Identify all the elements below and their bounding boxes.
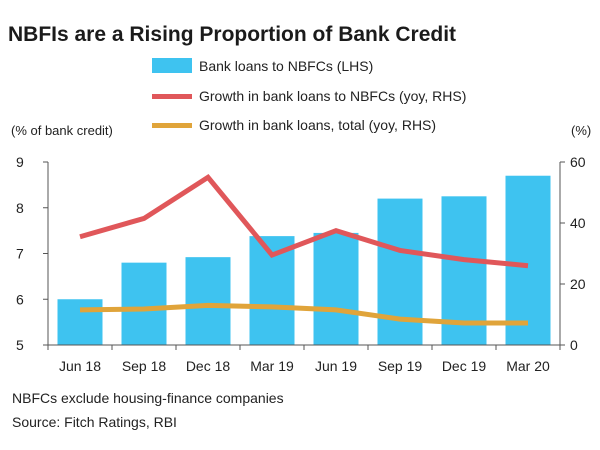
left-tick-label-3: 8 — [16, 200, 24, 216]
right-axis-label: (%) — [571, 123, 591, 138]
right-tick-label-3: 60 — [570, 154, 586, 170]
series-line-1 — [79, 173, 529, 269]
x-tick-label-6: Dec 19 — [442, 358, 487, 374]
right-tick-label-2: 40 — [570, 215, 586, 231]
left-tick-label-2: 7 — [16, 246, 24, 262]
source-note: Source: Fitch Ratings, RBI — [12, 414, 177, 430]
legend-label-bank-loans: Bank loans to NBFCs (LHS) — [199, 58, 373, 74]
left-axis-label: (% of bank credit) — [11, 123, 113, 138]
legend-swatch-total-growth — [152, 123, 192, 128]
x-tick-label-5: Sep 19 — [378, 358, 423, 374]
legend: Bank loans to NBFCs (LHS) Growth in bank… — [152, 58, 466, 133]
x-tick-label-4: Jun 19 — [315, 358, 357, 374]
bar-4 — [313, 232, 359, 345]
plot-area: 5 6 7 8 9 0 20 40 60 Jun 18 Sep 18 Dec 18 Mar 19 Jun … — [16, 154, 586, 374]
legend-label-nbfc-growth: Growth in bank loans to NBFCs (yoy, RHS) — [199, 88, 466, 104]
bar-5 — [377, 198, 423, 345]
chart-title: NBFIs are a Rising Proportion of Bank Cr… — [8, 23, 456, 46]
x-tick-label-1: Sep 18 — [122, 358, 167, 374]
x-tick-label-2: Dec 18 — [186, 358, 231, 374]
footnote: NBFCs exclude housing-finance companies — [12, 390, 284, 406]
bar-7 — [505, 175, 551, 345]
bar-2 — [185, 257, 231, 345]
x-tick-label-7: Mar 20 — [506, 358, 550, 374]
left-tick-label-1: 6 — [16, 291, 24, 307]
bar-1 — [121, 262, 167, 345]
legend-label-total-growth: Growth in bank loans, total (yoy, RHS) — [199, 117, 436, 133]
legend-swatch-nbfc-growth — [152, 94, 192, 99]
right-tick-label-0: 0 — [570, 337, 578, 353]
right-tick-label-1: 20 — [570, 276, 586, 292]
x-tick-label-0: Jun 18 — [59, 358, 101, 374]
x-tick-label-3: Mar 19 — [250, 358, 294, 374]
series-line-2 — [79, 302, 528, 326]
bar-0 — [57, 299, 103, 345]
left-tick-label-0: 5 — [16, 337, 24, 353]
left-tick-label-4: 9 — [16, 154, 24, 170]
legend-swatch-bank-loans — [152, 58, 192, 73]
